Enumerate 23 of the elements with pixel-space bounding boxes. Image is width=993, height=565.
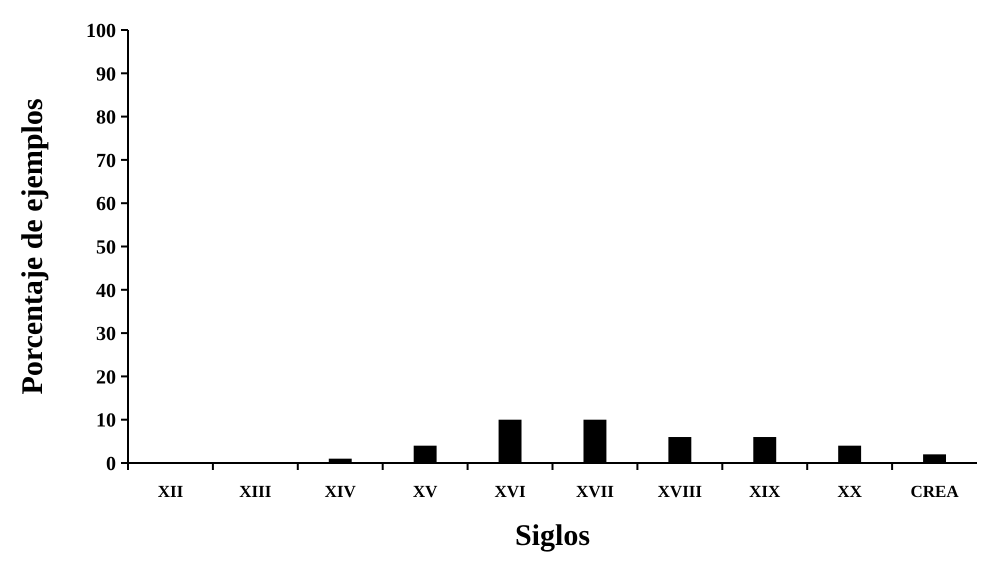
x-tick-label: XIV	[324, 482, 357, 501]
x-tick-label: XIX	[749, 482, 782, 501]
x-tick-label: XVII	[576, 482, 614, 501]
y-tick-label: 30	[96, 323, 116, 346]
y-axis-title: Porcentaje de ejemplos	[16, 98, 49, 395]
y-tick-label: 70	[96, 150, 116, 172]
x-axis-title: Siglos	[514, 519, 590, 552]
y-tick-label: 20	[96, 366, 116, 388]
y-tick-label: 40	[96, 280, 116, 302]
y-tick-label: 0	[106, 453, 116, 475]
y-tick-label: 60	[96, 193, 116, 216]
y-tick-label: 80	[96, 106, 116, 129]
x-tick-label: CREA	[910, 482, 960, 501]
x-tick-label: XII	[158, 482, 184, 501]
y-tick-label: 10	[96, 410, 116, 432]
y-tick-label: 90	[96, 63, 116, 86]
y-tick-label: 50	[96, 236, 116, 258]
x-tick-label: XVIII	[658, 482, 702, 501]
x-tick-label: XV	[412, 482, 438, 501]
x-tick-label: XVI	[494, 482, 526, 501]
x-tick-label: XX	[837, 482, 863, 501]
y-tick-label: 100	[86, 20, 116, 42]
x-tick-label: XIII	[239, 482, 272, 501]
